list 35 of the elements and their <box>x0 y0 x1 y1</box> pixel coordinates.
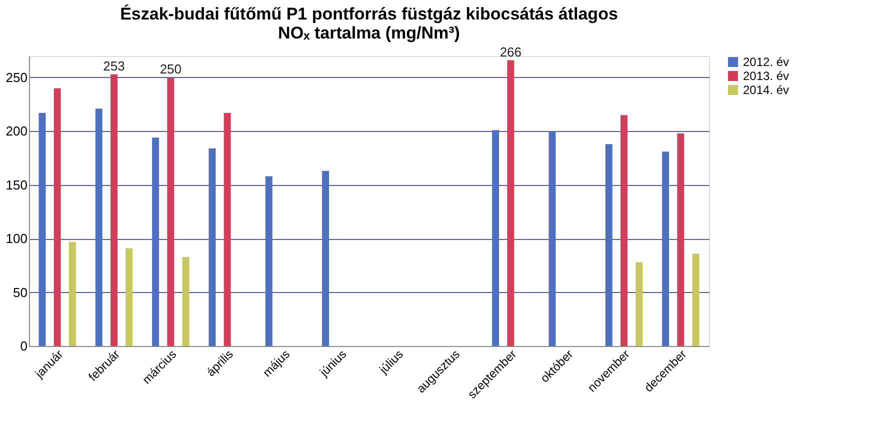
bar <box>38 112 46 346</box>
bar <box>507 60 514 346</box>
bar <box>492 130 500 346</box>
bar <box>265 176 272 346</box>
bar <box>548 131 556 346</box>
chart-title: Észak-budai fűtőmű P1 pontforrás füstgáz kibocsátás átlagos NOₓ tartalma (mg/Nm³) <box>120 3 618 42</box>
legend-label: 2013. év <box>743 69 790 83</box>
bar <box>605 144 612 346</box>
bar <box>68 242 76 346</box>
y-tick-label: 0 <box>20 338 28 354</box>
y-tick-label: 250 <box>6 70 28 85</box>
data-label: 266 <box>500 44 522 60</box>
bar <box>208 148 216 346</box>
bar <box>677 133 684 346</box>
bar <box>322 170 330 346</box>
bar <box>224 112 231 346</box>
y-tick-label: 100 <box>6 231 28 246</box>
bar <box>54 88 61 346</box>
bar <box>167 77 174 346</box>
legend-label: 2012. év <box>743 55 790 69</box>
y-tick-label: 200 <box>6 124 28 139</box>
bar <box>126 248 133 346</box>
data-label: 253 <box>103 58 125 74</box>
bar <box>152 138 160 346</box>
bar <box>110 74 118 346</box>
y-tick-label: 50 <box>13 284 28 300</box>
bar <box>95 108 102 346</box>
data-label: 250 <box>160 61 182 76</box>
bar <box>692 254 700 346</box>
y-tick-label: 150 <box>6 177 28 192</box>
bar <box>662 152 670 346</box>
legend-label: 2014. év <box>743 83 790 97</box>
bar <box>620 115 628 346</box>
bar <box>636 262 643 346</box>
bar <box>182 256 190 346</box>
